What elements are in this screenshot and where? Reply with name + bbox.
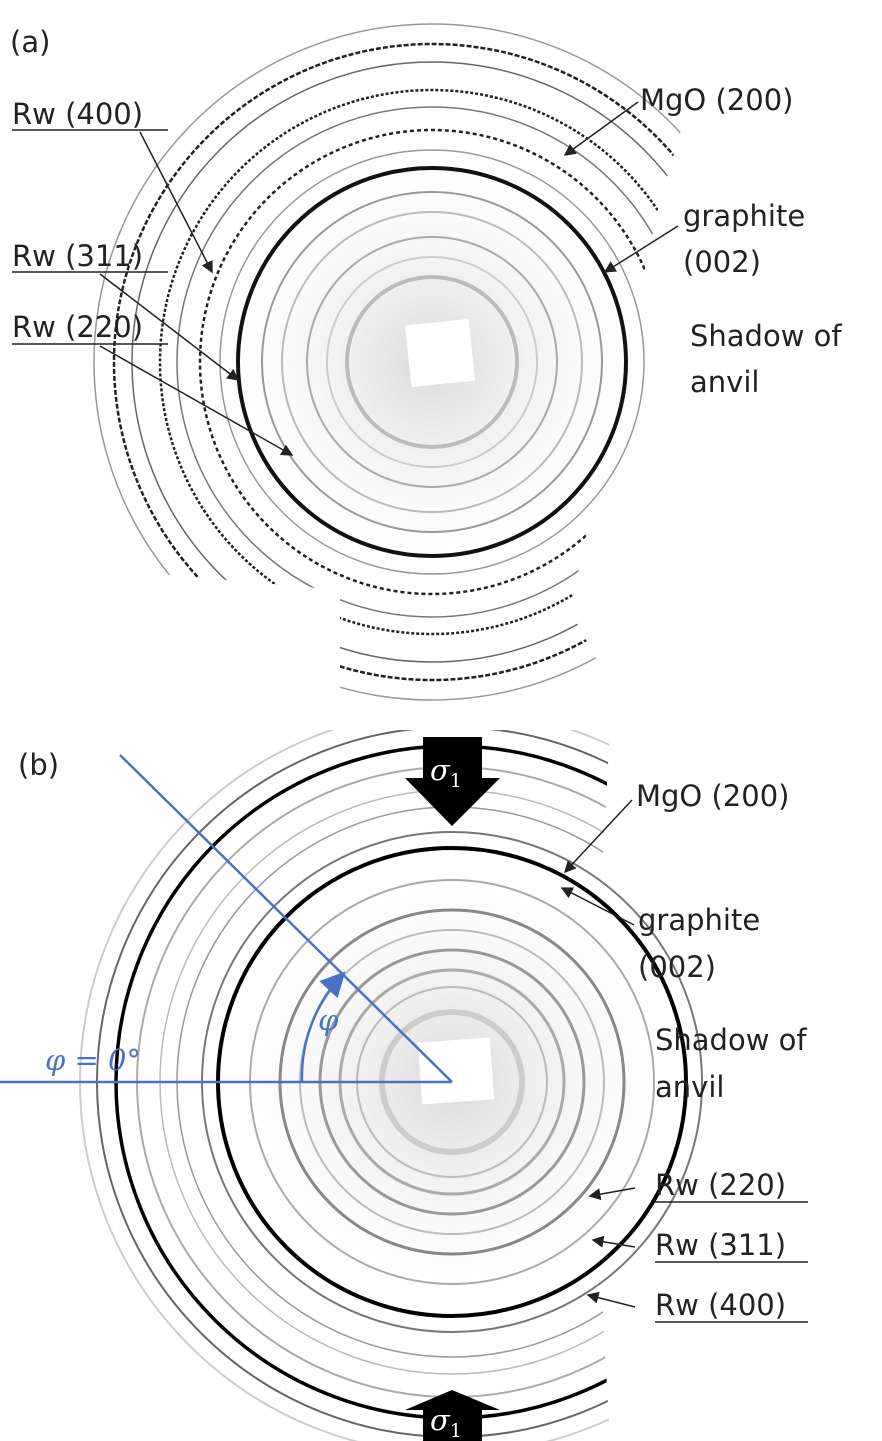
angle-symbol: φ <box>318 1003 339 1037</box>
page: (a) Rw (400) Rw (311) Rw (220) MgO (200)… <box>0 0 882 1441</box>
panel-label: (a) <box>10 25 50 59</box>
diffraction-pattern-a <box>94 24 770 700</box>
sigma-subscript: 1 <box>450 770 462 792</box>
mgo-label: MgO (200) <box>640 83 793 117</box>
leader <box>140 132 212 272</box>
sigma-symbol: σ <box>430 753 451 787</box>
figure: (a) Rw (400) Rw (311) Rw (220) MgO (200)… <box>0 0 882 1441</box>
sigma-subscript: 1 <box>450 1420 462 1441</box>
sigma-symbol: σ <box>430 1403 451 1437</box>
mgo-label: MgO (200) <box>636 779 789 813</box>
rw-label: Rw (220) <box>655 1168 786 1202</box>
rw-label: Rw (400) <box>12 97 143 131</box>
angle-zero-label: φ = 0° <box>45 1043 141 1077</box>
graphite-label: graphite <box>683 199 805 233</box>
shadow-label: anvil <box>655 1070 724 1104</box>
rw-label: Rw (220) <box>12 310 143 344</box>
leader <box>588 1295 635 1307</box>
graphite-label: graphite <box>638 903 760 937</box>
rw-label: Rw (311) <box>655 1228 786 1262</box>
shadow-label: Shadow of <box>690 319 842 353</box>
shadow-label: anvil <box>690 365 759 399</box>
graphite-label: (002) <box>638 950 716 984</box>
panel-label: (b) <box>18 748 59 782</box>
rw-label: Rw (400) <box>655 1288 786 1322</box>
leader <box>565 102 638 155</box>
shadow-label: Shadow of <box>655 1023 807 1057</box>
rw-label: Rw (311) <box>12 239 143 273</box>
graphite-label: (002) <box>683 245 761 279</box>
